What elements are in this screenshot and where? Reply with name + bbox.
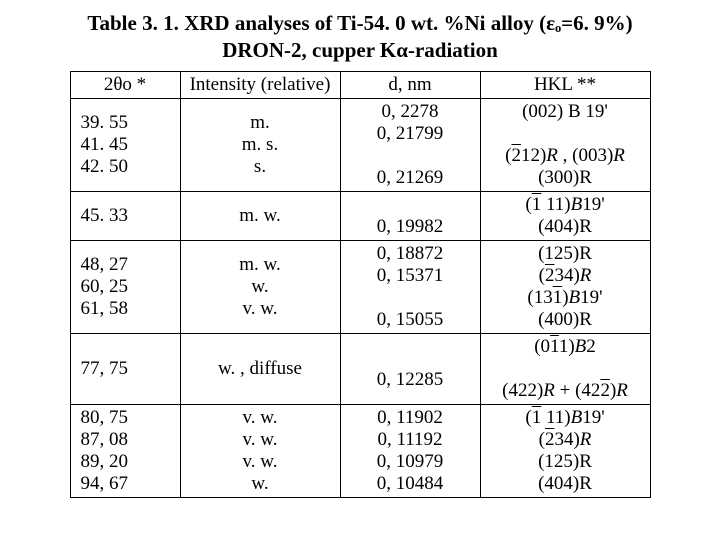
cell-intensity: m.m. s.s.: [180, 98, 340, 191]
xrd-table: 2θo * Intensity (relative) d, nm HKL ** …: [70, 71, 651, 498]
cell-intensity: w. , diffuse: [180, 333, 340, 404]
title-line-2: DRON-2, cupper Kα-radiation: [222, 38, 498, 62]
cell-2theta: 39. 5541. 4542. 50: [70, 98, 180, 191]
table-title: Table 3. 1. XRD analyses of Ti-54. 0 wt.…: [20, 10, 700, 65]
cell-hkl: (011)B2(422)R + (422)R: [480, 333, 650, 404]
table-row: 45. 33m. w. 0, 19982(1 11)B19'(404)R: [70, 191, 650, 240]
table-row: 77, 75w. , diffuse 0, 12285(011)B2(422)R…: [70, 333, 650, 404]
cell-intensity: m. w.: [180, 191, 340, 240]
cell-d: 0, 119020, 111920, 109790, 10484: [340, 404, 480, 497]
cell-d: 0, 19982: [340, 191, 480, 240]
cell-d: 0, 12285: [340, 333, 480, 404]
table-row: 48, 2760, 2561, 58m. w.w.v. w.0, 188720,…: [70, 240, 650, 333]
title-line-1: Table 3. 1. XRD analyses of Ti-54. 0 wt.…: [87, 11, 632, 35]
cell-intensity: m. w.w.v. w.: [180, 240, 340, 333]
cell-hkl: (1 11)B19'(234)R(125)R(404)R: [480, 404, 650, 497]
header-d: d, nm: [340, 71, 480, 98]
header-intensity: Intensity (relative): [180, 71, 340, 98]
table-row: 80, 7587, 0889, 2094, 67v. w.v. w.v. w.w…: [70, 404, 650, 497]
cell-d: 0, 188720, 15371 0, 15055: [340, 240, 480, 333]
header-hkl: HKL **: [480, 71, 650, 98]
cell-hkl: (125)R(234)R(131)B19'(400)R: [480, 240, 650, 333]
cell-intensity: v. w.v. w.v. w.w.: [180, 404, 340, 497]
cell-d: 0, 22780, 21799 0, 21269: [340, 98, 480, 191]
cell-hkl: (002) B 19'(212)R , (003)R(300)R: [480, 98, 650, 191]
header-2theta: 2θo *: [70, 71, 180, 98]
header-row: 2θo * Intensity (relative) d, nm HKL **: [70, 71, 650, 98]
cell-hkl: (1 11)B19'(404)R: [480, 191, 650, 240]
cell-2theta: 48, 2760, 2561, 58: [70, 240, 180, 333]
cell-2theta: 80, 7587, 0889, 2094, 67: [70, 404, 180, 497]
table-row: 39. 5541. 4542. 50m.m. s.s.0, 22780, 217…: [70, 98, 650, 191]
cell-2theta: 77, 75: [70, 333, 180, 404]
cell-2theta: 45. 33: [70, 191, 180, 240]
